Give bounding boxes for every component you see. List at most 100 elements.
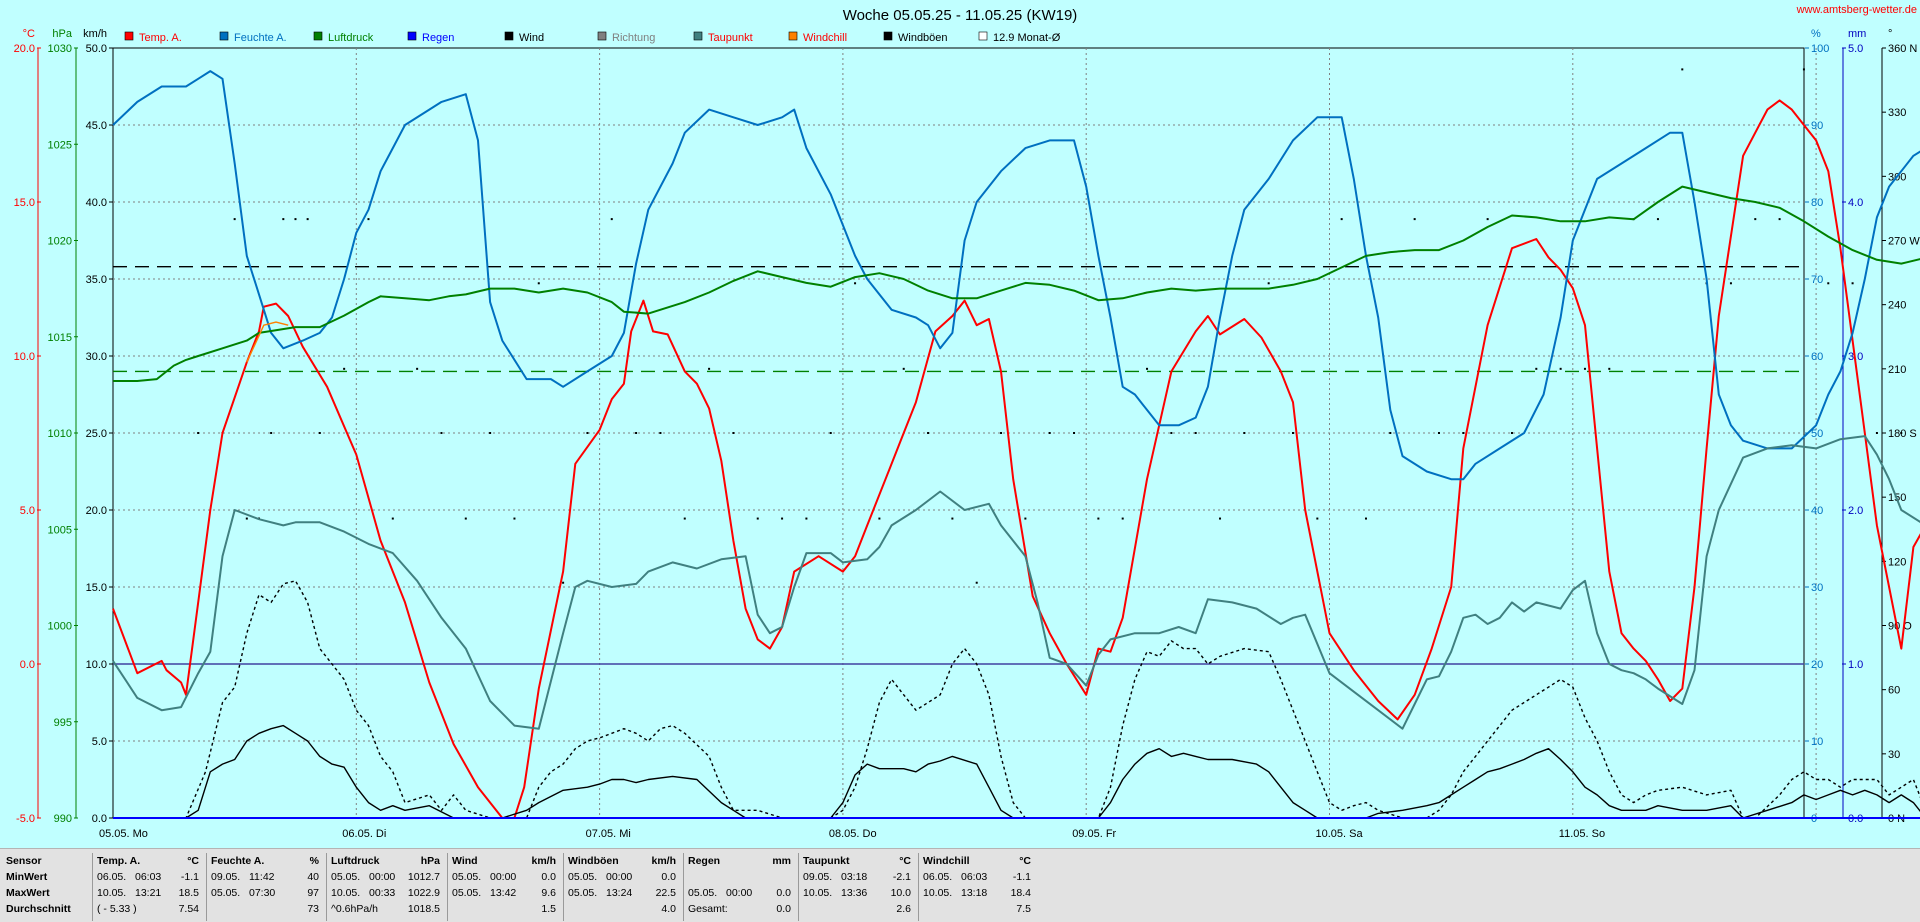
axes: 20.015.010.05.00.0-5.0°C1030102510201015…: [14, 28, 1920, 840]
direction-point: [927, 432, 930, 434]
stats-column-header: Feuchte A.%: [207, 853, 327, 869]
stats-time: 03:18: [841, 871, 868, 883]
stats-time: 06:03: [135, 871, 162, 883]
legend-swatch: [124, 31, 134, 41]
stats-cell-row: 05.05. 00:00 0.0: [564, 869, 684, 885]
direction-point: [294, 218, 297, 221]
stats-value: 1.5: [541, 903, 556, 915]
stats-value: 1012.7: [407, 871, 440, 883]
legend-label: Luftdruck: [328, 32, 374, 44]
legend-swatch: [978, 31, 988, 41]
temp-axis-tick-label: -5.0: [16, 813, 35, 825]
wind-axis-unit-label: km/h: [83, 28, 107, 40]
stats-date: 09.05.: [803, 871, 833, 883]
humidity-axis-tick-label: 70: [1811, 274, 1823, 286]
direction-point: [1073, 432, 1076, 434]
humidity-axis-tick-label: 20: [1811, 659, 1823, 671]
stats-date: 05.05.: [452, 887, 482, 899]
stats-header-label: Windchill: [923, 855, 970, 867]
direction-point: [1121, 517, 1124, 520]
wind-axis-tick-label: 15.0: [86, 582, 107, 594]
direction-point: [245, 517, 248, 520]
direction-point: [586, 432, 589, 434]
direction-point: [1194, 432, 1197, 434]
direction-point: [318, 432, 321, 434]
x-tick-label: 05.05. Mo: [99, 828, 148, 840]
legend: Temp. A. Feuchte A. Luftdruck Regen Wind Rich…: [124, 31, 1061, 44]
rain-axis-tick-label: 2.0: [1848, 505, 1863, 517]
stats-header-unit: km/h: [651, 855, 676, 867]
series: [112, 68, 1920, 819]
site-link[interactable]: www.amtsberg-wetter.de: [1796, 4, 1917, 16]
direction-axis-tick-label: 270 W: [1888, 236, 1920, 248]
stats-cell-row: 05.05. 00:00 0.0: [684, 885, 799, 901]
stats-value: 1018.5: [407, 903, 440, 915]
stats-header-unit: hPa: [420, 855, 440, 867]
stats-header-label: Luftdruck: [331, 855, 380, 867]
stats-column-header: Windböen km/h: [564, 853, 684, 869]
stats-date: 09.05.: [211, 871, 241, 883]
rain-axis-tick-label: 4.0: [1848, 197, 1863, 209]
stats-column-windchill: Windchill °C 06.05. 06:03 -1.1 10.05. 13:18 18.…: [918, 853, 1039, 921]
direction-point: [708, 367, 711, 370]
humidity-axis-tick-label: 10: [1811, 736, 1823, 748]
stats-cell-row: 06.05. 06:03 -1.1: [919, 869, 1039, 885]
stats-date: ^0.6hPa/h: [331, 903, 378, 915]
direction-point: [781, 517, 784, 520]
legend-swatch: [883, 31, 893, 41]
direction-point: [1024, 517, 1027, 520]
direction-point: [1048, 432, 1051, 434]
x-tick-label: 09.05. Fr: [1072, 828, 1116, 840]
temp-axis-tick-label: 5.0: [20, 505, 35, 517]
legend-label: Windchill: [803, 32, 847, 44]
direction-point: [1219, 517, 1222, 520]
humidity-axis-tick-label: 90: [1811, 120, 1823, 132]
direction-point: [1316, 517, 1319, 520]
stats-header-unit: °C: [187, 855, 199, 867]
pressure-axis-tick-label: 1020: [48, 236, 72, 248]
stats-header-unit: km/h: [531, 855, 556, 867]
direction-point: [1097, 517, 1100, 520]
direction-point: [1778, 218, 1781, 221]
stats-table: Sensor MinWert MaxWert Durchschnitt Temp. A.…: [0, 848, 1920, 922]
wind-axis-tick-label: 35.0: [86, 274, 107, 286]
stats-value: -2.1: [892, 871, 911, 883]
direction-point: [562, 581, 565, 584]
stats-date: 05.05.: [688, 887, 718, 899]
pressure-axis-tick-label: 1005: [48, 524, 72, 536]
stats-time: 00:00: [726, 887, 753, 899]
humidity-axis-tick-label: 40: [1811, 505, 1823, 517]
wind-axis-tick-label: 50.0: [86, 43, 107, 55]
stats-header-label: Wind: [452, 855, 478, 867]
stats-header-row: Sensor: [0, 853, 92, 869]
series-feuchte-a-: [112, 70, 1920, 481]
legend-label: Temp. A.: [139, 32, 182, 44]
direction-point: [1608, 367, 1611, 370]
direction-point: [197, 432, 200, 434]
stats-header-label: Taupunkt: [803, 855, 850, 867]
direction-point: [902, 367, 905, 370]
stats-header-label: Temp. A.: [97, 855, 141, 867]
direction-point: [878, 517, 881, 520]
stats-date: 05.05.: [452, 871, 482, 883]
stats-column-taupunkt: Taupunkt °C 09.05. 03:18 -2.1 10.05. 13:36 10.0…: [798, 853, 919, 921]
x-tick-label: 06.05. Di: [342, 828, 386, 840]
direction-axis-tick-label: 60: [1888, 685, 1900, 697]
direction-point: [464, 517, 467, 520]
pressure-axis-tick-label: 990: [54, 813, 72, 825]
legend-swatch: [788, 31, 798, 41]
reference-lines: [113, 265, 1804, 373]
stats-time: 13:42: [490, 887, 517, 899]
temp-axis-tick-label: 0.0: [20, 659, 35, 671]
stats-date: 06.05.: [923, 871, 953, 883]
stats-date: 06.05.: [97, 871, 127, 883]
stats-row-label: MinWert: [0, 869, 92, 885]
direction-point: [1754, 218, 1757, 221]
stats-value: -1.1: [1012, 871, 1031, 883]
stats-column-header: Luftdruck hPa: [327, 853, 448, 869]
stats-cell-row: 09.05. 11:42 40: [207, 869, 327, 885]
direction-point: [343, 367, 346, 370]
x-tick-label: 11.05. So: [1559, 828, 1605, 840]
direction-point: [951, 517, 954, 520]
stats-cell-row: 09.05. 03:18 -2.1: [799, 869, 919, 885]
